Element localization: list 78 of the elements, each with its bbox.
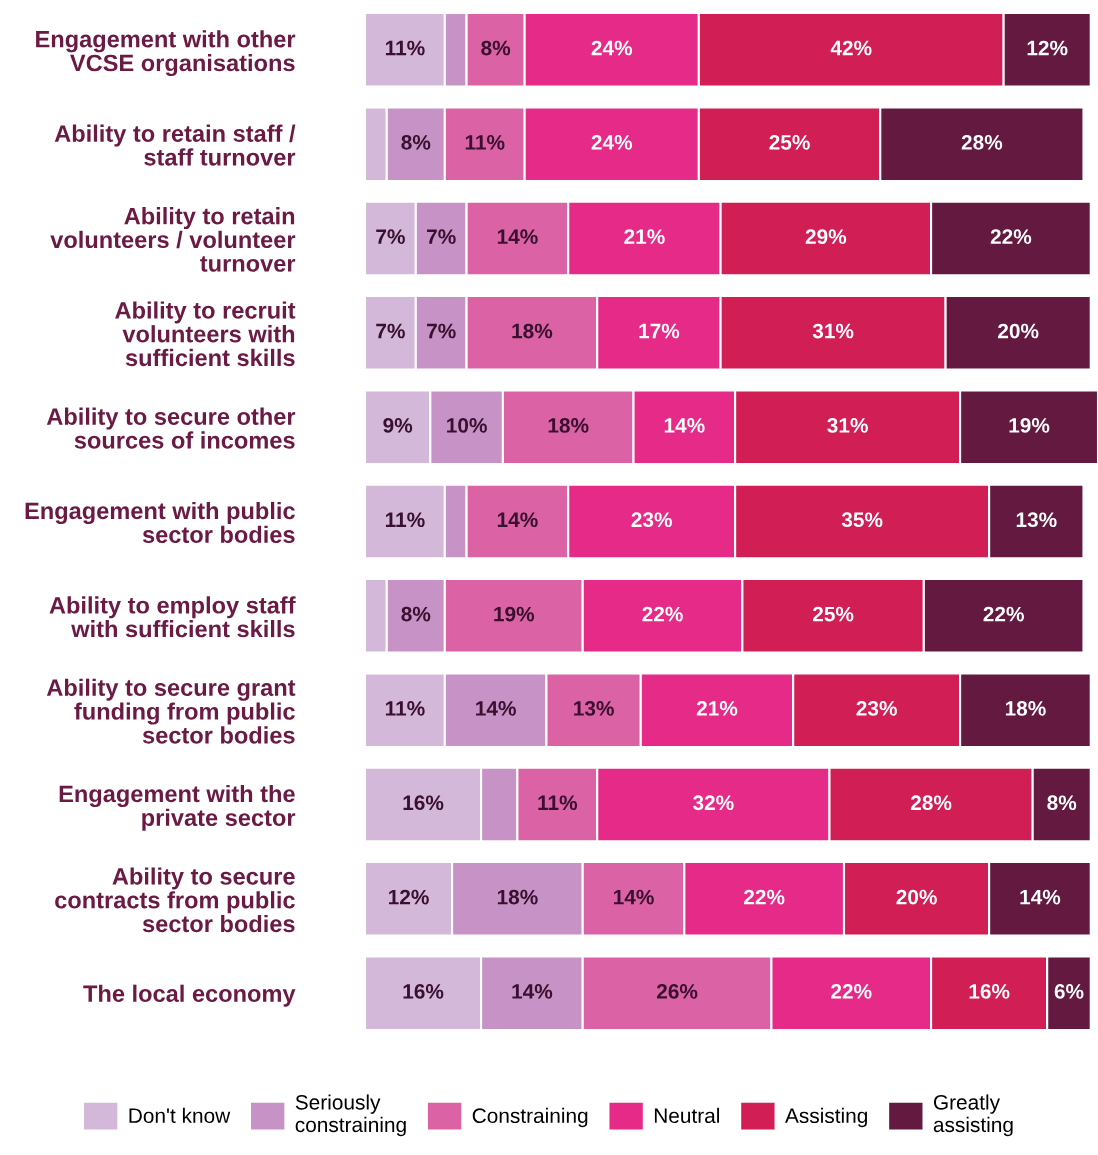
data-label: 11% [465,135,505,150]
data-label: 29% [805,229,847,245]
data-label: 20% [998,323,1039,339]
data-label: 8% [481,40,511,56]
data-label: 7% [376,323,405,339]
data-label: 28% [910,795,952,811]
y-tick-label: Ability to employ staff with sufficient skills [49,596,296,638]
data-label: 11% [385,512,425,528]
data-label: 16% [969,984,1010,999]
data-label: 14% [613,889,654,905]
data-label: 11% [538,795,578,811]
data-label: 22% [642,606,683,622]
data-label: 8% [1047,795,1077,811]
data-label: 6% [1054,984,1084,999]
data-label: 18% [1005,701,1046,716]
data-label: 11% [385,701,425,716]
y-tick-label: Engagement with other VCSE organisations [36,30,296,77]
data-label: 28% [961,134,1003,150]
data-label: 18% [497,889,538,905]
data-label: 31% [812,323,854,339]
data-label: 12% [1027,40,1068,56]
data-label: 7% [376,229,405,245]
data-label: 9% [383,418,413,433]
data-label: 21% [624,229,665,245]
data-label: 16% [403,795,444,811]
data-label: 14% [497,229,538,245]
data-label: 14% [497,512,538,528]
data-label: 17% [639,323,680,339]
legend-label: Constraining [472,1107,588,1128]
data-label: 22% [990,229,1032,245]
data-label: 19% [1009,418,1050,433]
y-tick-label: Ability to recruit volunteers with sufficient skills [115,301,296,367]
data-label: 18% [512,323,553,339]
y-tick-label: Ability to secure contracts from public sector bodies [55,867,295,933]
legend-label: Seriously constraining [295,1094,406,1137]
data-label: 21% [696,701,738,716]
data-label: 42% [830,40,872,56]
data-label: 32% [692,795,734,811]
legend-label: Assisting [785,1107,867,1128]
data-label: 25% [812,606,854,622]
data-label: 7% [427,323,456,339]
data-label: 26% [656,984,698,999]
legend-label: Don't know [129,1107,231,1124]
data-label: 7% [427,229,456,245]
data-label: 14% [476,701,516,716]
data-label: 22% [744,889,785,905]
data-label: 8% [401,134,431,150]
data-label: 14% [1020,889,1061,905]
data-label: 18% [548,418,589,433]
data-label: 10% [447,418,487,433]
data-label: 24% [591,40,633,56]
y-tick-label: Engagement with the private sector [59,784,296,831]
data-label: 20% [896,889,937,905]
data-label: 13% [1016,512,1057,528]
y-tick-label: The local economy [83,984,296,1007]
data-label: 19% [494,606,535,622]
data-label: 16% [403,984,444,999]
data-label: 22% [831,984,872,999]
data-label: 24% [591,134,633,150]
data-label: 8% [401,606,431,622]
data-label: 22% [983,606,1024,622]
data-label: 35% [841,512,883,528]
data-label: 25% [769,134,810,150]
data-label: 31% [827,418,868,433]
data-label: 23% [631,512,672,528]
y-tick-label: Ability to secure other sources of incomes [46,407,296,449]
data-label: 14% [512,984,553,999]
y-tick-label: Engagement with public sector bodies [25,501,295,544]
data-label: 14% [664,418,705,433]
data-label: 12% [389,889,429,905]
legend-label: Greatly assisting [933,1094,1013,1137]
data-label: 11% [385,40,425,56]
data-label: 13% [574,701,614,716]
data-label: 23% [856,701,897,716]
y-tick-label: Ability to secure grant funding from public sector bodies [46,678,296,744]
y-tick-label: Ability to retain staff / staff turnover [54,124,296,166]
legend-label: Neutral [654,1107,719,1124]
y-tick-label: Ability to retain volunteers / volunteer turnover [50,207,296,272]
